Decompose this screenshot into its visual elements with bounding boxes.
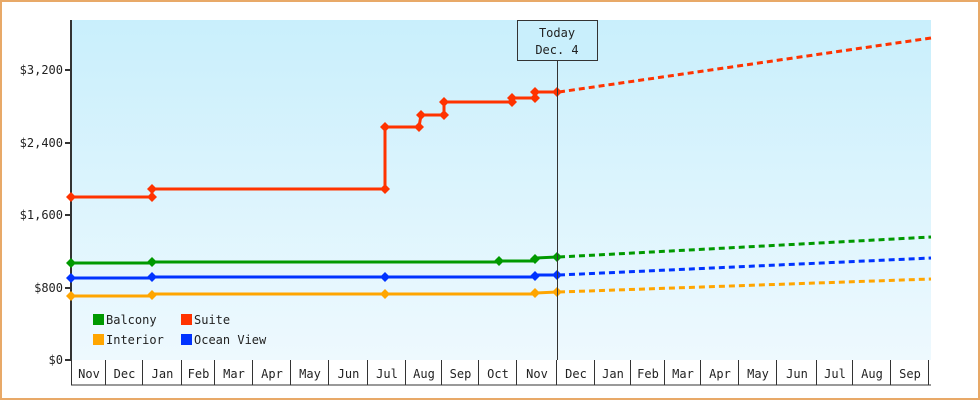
x-tick-label: Mar (223, 367, 245, 381)
projection-line (558, 36, 932, 94)
data-point-marker[interactable] (380, 184, 390, 194)
legend-swatch (181, 314, 192, 325)
x-tick-label: May (299, 367, 321, 381)
data-point-marker[interactable] (66, 291, 76, 301)
legend-item-suite[interactable]: Suite (181, 313, 230, 327)
data-point-marker[interactable] (66, 258, 76, 268)
data-point-marker[interactable] (530, 271, 540, 281)
x-tick-label: Jan (152, 367, 174, 381)
x-tick-label: Nov (78, 367, 100, 381)
x-tick-label: Sep (899, 367, 921, 381)
x-tick-label: May (747, 367, 769, 381)
y-tick-label: $3,200 (20, 63, 63, 77)
data-point-marker[interactable] (380, 289, 390, 299)
data-point-marker[interactable] (530, 254, 540, 264)
y-tick-label: $0 (49, 353, 63, 367)
legend-label: Balcony (106, 313, 157, 327)
data-point-marker[interactable] (66, 192, 76, 202)
x-tick-label: Jun (338, 367, 360, 381)
y-tick-label: $800 (34, 281, 63, 295)
projection-line (558, 256, 932, 277)
projection-line (558, 235, 932, 259)
x-tick-label: Apr (709, 367, 731, 381)
y-tick-label: $1,600 (20, 208, 63, 222)
today-label: Today (539, 26, 575, 40)
x-tick-label: Jan (602, 367, 624, 381)
y-tick-label: $2,400 (20, 136, 63, 150)
data-point-marker[interactable] (380, 272, 390, 282)
data-point-marker[interactable] (530, 93, 540, 103)
projection-line (558, 277, 932, 294)
x-tick-label: Jun (786, 367, 808, 381)
today-marker: Today Dec. 4 (517, 20, 598, 360)
data-point-marker[interactable] (494, 256, 504, 266)
data-point-marker[interactable] (414, 122, 424, 132)
x-tick-label: Feb (188, 367, 210, 381)
legend-item-ocean-view[interactable]: Ocean View (181, 333, 267, 347)
data-point-marker[interactable] (147, 290, 157, 300)
legend-item-interior[interactable]: Interior (93, 333, 164, 347)
x-tick-label: Jul (376, 367, 398, 381)
data-point-marker[interactable] (380, 122, 390, 132)
data-point-marker[interactable] (147, 184, 157, 194)
data-point-marker[interactable] (439, 110, 449, 120)
data-point-marker[interactable] (147, 272, 157, 282)
x-tick-label: Oct (487, 367, 509, 381)
x-tick-label: Apr (261, 367, 283, 381)
legend-label: Interior (106, 333, 164, 347)
data-point-marker[interactable] (147, 192, 157, 202)
legend-item-balcony[interactable]: Balcony (93, 313, 157, 327)
legend: Balcony Suite Interior Ocean View (93, 313, 267, 347)
today-date: Dec. 4 (535, 43, 578, 57)
x-tick-label: Aug (861, 367, 883, 381)
series-ocean-view (66, 256, 932, 283)
y-axis: $0 $800 $1,600 $2,400 $3,200 (20, 20, 72, 367)
data-point-marker[interactable] (439, 97, 449, 107)
data-point-marker[interactable] (530, 288, 540, 298)
x-tick-label: Aug (413, 367, 435, 381)
legend-swatch (93, 314, 104, 325)
x-tick-label: Feb (637, 367, 659, 381)
data-point-marker[interactable] (147, 257, 157, 267)
data-point-marker[interactable] (66, 273, 76, 283)
legend-swatch (181, 334, 192, 345)
legend-label: Suite (194, 313, 230, 327)
data-point-marker[interactable] (507, 93, 517, 103)
today-box (517, 20, 598, 61)
x-axis: Nov Dec Jan Feb Mar Apr May Jun Jul Aug Sep Oct Nov D… (71, 360, 931, 386)
x-tick-label: Mar (672, 367, 694, 381)
series-balcony (66, 235, 932, 268)
series-suite (66, 36, 932, 202)
data-point-marker[interactable] (530, 87, 540, 97)
data-point-marker[interactable] (416, 110, 426, 120)
x-tick-label: Jul (824, 367, 846, 381)
series-group (66, 36, 932, 301)
x-tick-label: Dec (114, 367, 136, 381)
x-tick-label: Sep (450, 367, 472, 381)
legend-label: Ocean View (194, 333, 267, 347)
x-tick-label: Nov (526, 367, 548, 381)
legend-swatch (93, 334, 104, 345)
x-tick-label: Dec (565, 367, 587, 381)
